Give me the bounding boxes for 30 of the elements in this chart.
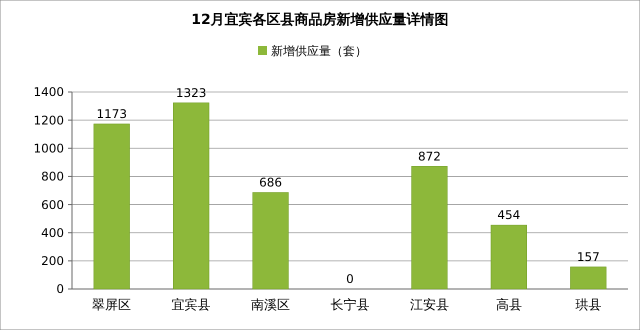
bar	[490, 224, 527, 290]
y-tick-label: 0	[56, 282, 64, 296]
y-tick-label: 200	[41, 254, 64, 268]
data-label: 872	[418, 149, 441, 164]
y-tick-label: 1200	[33, 113, 64, 128]
x-tick-label: 高县	[496, 297, 522, 313]
data-label: 0	[346, 272, 354, 286]
x-tick-label: 南溪区	[251, 298, 290, 313]
chart-title: 12月宜宾各区县商品房新增供应量详情图	[191, 11, 449, 28]
bar	[252, 192, 289, 290]
x-tick-label: 珙县	[575, 298, 602, 313]
bar	[411, 166, 448, 290]
bar	[570, 266, 606, 290]
x-tick-label: 长宁县	[330, 297, 370, 313]
data-label: 157	[576, 250, 600, 264]
y-tick-label: 400	[41, 226, 64, 240]
data-label: 686	[259, 175, 282, 190]
data-label: 1323	[176, 86, 206, 100]
legend-label: 新增供应量（套）	[271, 44, 367, 58]
x-tick-label: 江安县	[410, 297, 449, 313]
data-label: 1173	[96, 106, 127, 121]
y-tick-label: 1400	[33, 85, 64, 100]
bar	[94, 124, 130, 290]
y-tick-label: 800	[41, 170, 64, 184]
x-tick-label: 宜宾县	[172, 297, 211, 313]
x-tick-label: 翠屏区	[92, 298, 132, 313]
y-tick-label: 1000	[33, 141, 64, 156]
bar	[173, 102, 210, 290]
y-tick-label: 600	[41, 198, 64, 212]
data-label: 454	[497, 208, 520, 222]
